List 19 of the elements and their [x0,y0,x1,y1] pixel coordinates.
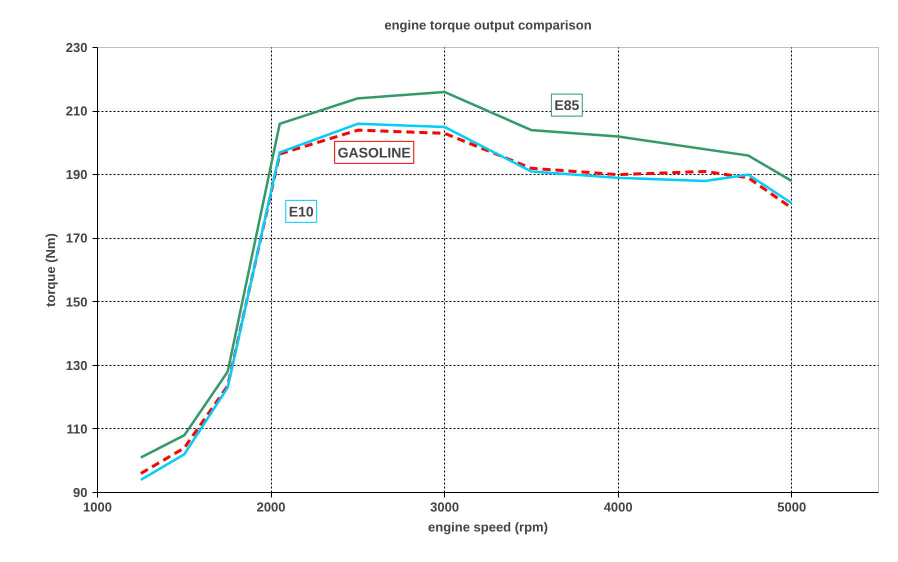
y-tick-label: 130 [66,358,88,373]
y-tick-label: 110 [66,421,88,436]
y-tick-label: 210 [66,104,88,119]
x-tick-label: 3000 [430,500,460,514]
series-label: E85 [554,97,580,114]
y-axis-title: torque (Nm) [42,233,58,307]
y-tick-label: 150 [66,294,88,310]
x-tick-label: 5000 [777,500,806,514]
x-tick-label: 2000 [256,500,286,514]
y-tick-label: 190 [66,167,88,182]
series-label: E10 [288,203,314,220]
x-tick-label: 1000 [83,500,112,514]
chart-title: engine torque output comparison [384,18,592,32]
x-axis-title: engine speed (rpm) [428,520,548,534]
x-tick-label: 4000 [604,500,633,514]
y-tick-label: 170 [66,230,88,246]
y-tick-label: 230 [66,40,88,55]
y-tick-label: 90 [73,485,88,500]
series-label: GASOLINE [338,144,411,160]
